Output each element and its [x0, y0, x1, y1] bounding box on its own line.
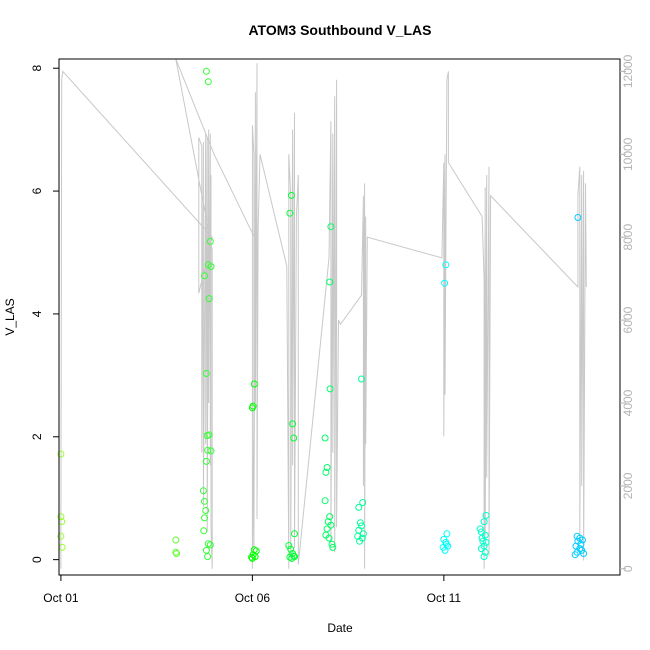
data-point	[206, 541, 214, 549]
data-point	[478, 534, 486, 542]
data-point	[206, 237, 214, 245]
data-point	[325, 534, 333, 542]
data-point	[205, 431, 213, 439]
y2-tick-label: 12000	[621, 54, 635, 88]
y-axis-label: V_LAS	[3, 298, 17, 335]
data-point	[480, 553, 488, 561]
data-point	[204, 553, 212, 561]
x-axis-label: Date	[327, 621, 353, 635]
data-point	[322, 468, 330, 476]
data-point	[202, 507, 210, 514]
data-point	[57, 450, 65, 458]
data-point	[321, 497, 329, 505]
data-point	[287, 545, 295, 553]
y2-tick-label: 8000	[621, 224, 635, 251]
data-points-layer	[57, 67, 588, 562]
x-tick-label: Oct 06	[235, 591, 271, 605]
data-point	[358, 534, 366, 542]
y-tick-label: 0	[30, 556, 44, 563]
x-tick-label: Oct 11	[427, 591, 462, 605]
chart-title: ATOM3 Southbound V_LAS	[248, 22, 431, 38]
data-point	[207, 263, 215, 271]
data-point	[285, 542, 293, 549]
data-point	[359, 499, 367, 506]
data-point	[356, 519, 364, 527]
data-point	[173, 550, 181, 557]
data-point	[480, 518, 488, 526]
data-point	[248, 553, 256, 561]
data-point	[477, 545, 485, 553]
data-point	[204, 446, 212, 454]
y2-tick-label: 6000	[621, 306, 635, 333]
data-point	[571, 551, 579, 559]
data-point	[251, 553, 259, 561]
data-point	[172, 548, 180, 556]
data-point	[580, 550, 588, 557]
data-point	[202, 370, 210, 377]
data-point	[290, 434, 298, 442]
y2-tick-label: 10000	[621, 137, 635, 171]
y-tick-label: 8	[30, 65, 44, 72]
data-point	[57, 532, 65, 540]
data-point	[359, 530, 367, 538]
data-point	[481, 548, 489, 556]
data-point	[201, 272, 208, 280]
data-point	[57, 513, 65, 521]
data-point	[326, 385, 334, 393]
data-point	[323, 464, 331, 471]
data-point	[476, 525, 484, 533]
y-tick-label: 4	[30, 310, 44, 317]
data-point	[288, 554, 296, 562]
background-line-layer	[60, 58, 587, 569]
data-point	[201, 497, 208, 505]
y2-tick-label: 4000	[621, 389, 635, 416]
data-point	[172, 536, 180, 544]
data-point	[199, 487, 207, 495]
data-point	[326, 513, 334, 521]
data-point	[250, 380, 258, 388]
data-point	[328, 540, 336, 548]
data-point	[201, 514, 208, 522]
background-series-line	[60, 58, 587, 569]
data-point	[321, 434, 329, 442]
data-point	[289, 420, 297, 428]
data-point	[287, 191, 295, 199]
data-point	[574, 214, 582, 221]
data-point	[329, 543, 337, 551]
data-point	[207, 447, 215, 455]
y-axis: 0 2 4 6 8	[30, 65, 59, 563]
secondary-y-axis: 0 2000 4000 6000 8000 10000 12000	[620, 54, 635, 572]
y-tick-label: 2	[30, 433, 44, 440]
data-point	[327, 521, 335, 529]
data-point	[482, 538, 490, 546]
data-point	[205, 295, 213, 303]
data-point	[355, 503, 363, 511]
data-point	[202, 457, 210, 465]
data-point	[441, 279, 449, 287]
data-point	[443, 530, 451, 538]
data-point	[479, 537, 487, 545]
data-point	[579, 536, 586, 544]
data-point	[286, 209, 294, 217]
data-point	[326, 278, 334, 286]
y2-tick-label: 0	[621, 565, 635, 572]
data-point	[248, 404, 256, 412]
data-point	[443, 540, 450, 548]
data-point	[482, 511, 490, 519]
data-point	[250, 546, 258, 554]
x-tick-label: Oct 01	[43, 591, 79, 605]
data-point	[442, 261, 450, 269]
x-axis: Oct 01 Oct 06 Oct 11	[43, 574, 462, 605]
data-point	[204, 78, 212, 86]
data-point	[286, 553, 294, 561]
y-tick-label: 6	[30, 187, 44, 194]
data-point	[200, 527, 208, 535]
data-point	[358, 375, 365, 383]
data-point	[327, 223, 335, 231]
data-point	[202, 67, 210, 75]
data-point	[291, 530, 298, 538]
y2-tick-label: 2000	[621, 472, 635, 499]
